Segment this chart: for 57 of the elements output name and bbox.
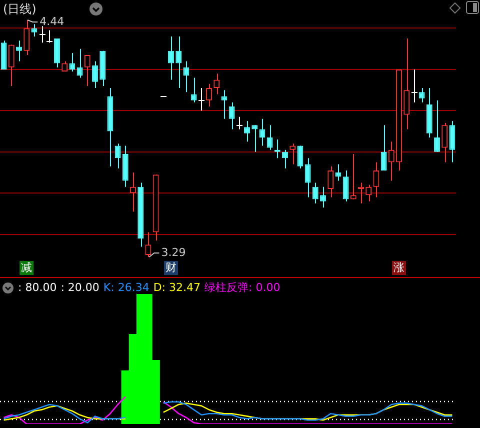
annotation: 4.44	[40, 14, 64, 28]
candlestick	[190, 77, 197, 103]
candlestick	[39, 26, 46, 44]
annotation: 3.29	[161, 246, 186, 259]
candlestick	[130, 172, 136, 212]
candlestick	[206, 83, 212, 108]
chart-title: (日线)	[3, 1, 36, 18]
candlestick	[442, 122, 448, 163]
text: 减	[21, 260, 32, 274]
candlestick	[373, 162, 380, 198]
candlestick	[31, 24, 38, 37]
candlestick	[312, 182, 318, 204]
candlestick	[290, 143, 296, 165]
candlestick	[92, 60, 98, 89]
candlestick	[69, 52, 76, 72]
candlestick	[404, 38, 410, 130]
candlestick	[335, 164, 342, 182]
candlestick	[320, 186, 326, 208]
candlestick	[304, 158, 311, 198]
candlestick	[84, 54, 90, 86]
candlestick	[145, 232, 152, 258]
candlestick	[24, 20, 30, 56]
annotation: : 20.00	[60, 281, 100, 294]
candlestick	[342, 170, 349, 202]
candlestick	[350, 153, 356, 200]
candlestick	[411, 68, 418, 103]
candlestick	[114, 143, 121, 169]
candlestick	[297, 145, 304, 169]
candlestick	[449, 120, 456, 163]
candlestick	[46, 30, 53, 44]
candlestick	[198, 88, 205, 112]
text: 财	[166, 260, 176, 274]
candlestick	[176, 36, 182, 89]
candlestick	[388, 141, 394, 182]
candlestick	[252, 124, 258, 152]
text: 涨	[394, 260, 404, 274]
text: K: 26.34	[103, 281, 150, 294]
candlestick	[183, 60, 190, 93]
candlestick	[244, 120, 250, 142]
candlestick	[418, 88, 425, 103]
annotation: : 80.00	[18, 281, 57, 294]
candlestick	[54, 38, 60, 68]
candlestick	[236, 116, 243, 130]
candlestick	[168, 36, 174, 80]
candlestick	[266, 124, 273, 150]
candlestick	[16, 40, 22, 62]
text: 绿柱反弹: 0.00	[204, 280, 280, 295]
candlestick	[76, 48, 83, 78]
candlestick	[221, 90, 228, 120]
candlestick	[8, 44, 14, 86]
candlestick	[380, 124, 387, 171]
candlestick	[282, 149, 288, 169]
candlestick	[259, 118, 266, 146]
candlestick	[228, 102, 235, 130]
candlestick	[434, 100, 440, 152]
candlestick	[328, 166, 334, 198]
text: D: 32.47	[153, 281, 200, 294]
